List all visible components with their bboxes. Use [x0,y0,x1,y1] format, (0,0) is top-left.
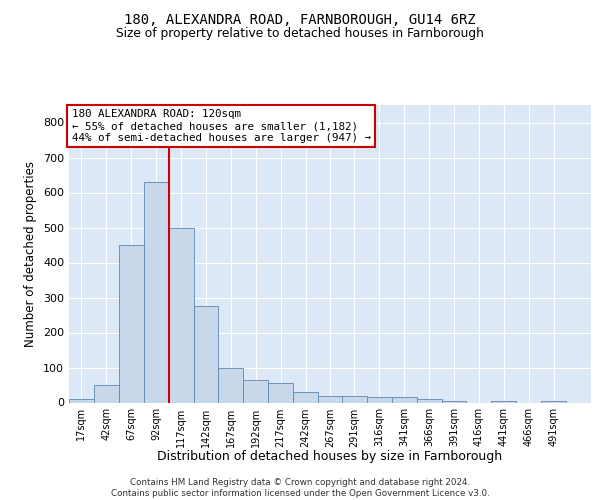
Text: 180, ALEXANDRA ROAD, FARNBOROUGH, GU14 6RZ: 180, ALEXANDRA ROAD, FARNBOROUGH, GU14 6… [124,12,476,26]
Text: Contains HM Land Registry data © Crown copyright and database right 2024.
Contai: Contains HM Land Registry data © Crown c… [110,478,490,498]
Bar [491,401,516,402]
Bar [94,385,119,402]
X-axis label: Distribution of detached houses by size in Farnborough: Distribution of detached houses by size … [157,450,503,462]
Bar [392,397,416,402]
Bar [416,399,442,402]
Bar [218,368,244,402]
Bar [194,306,218,402]
Bar [119,245,144,402]
Bar [244,380,268,402]
Bar [144,182,169,402]
Bar [342,396,367,402]
Bar [293,392,318,402]
Bar [69,399,94,402]
Bar [169,228,194,402]
Bar [268,383,293,402]
Bar [318,396,343,402]
Bar [541,401,566,402]
Y-axis label: Number of detached properties: Number of detached properties [25,161,37,347]
Bar [442,401,466,402]
Text: Size of property relative to detached houses in Farnborough: Size of property relative to detached ho… [116,28,484,40]
Text: 180 ALEXANDRA ROAD: 120sqm
← 55% of detached houses are smaller (1,182)
44% of s: 180 ALEXANDRA ROAD: 120sqm ← 55% of deta… [71,110,371,142]
Bar [367,397,392,402]
